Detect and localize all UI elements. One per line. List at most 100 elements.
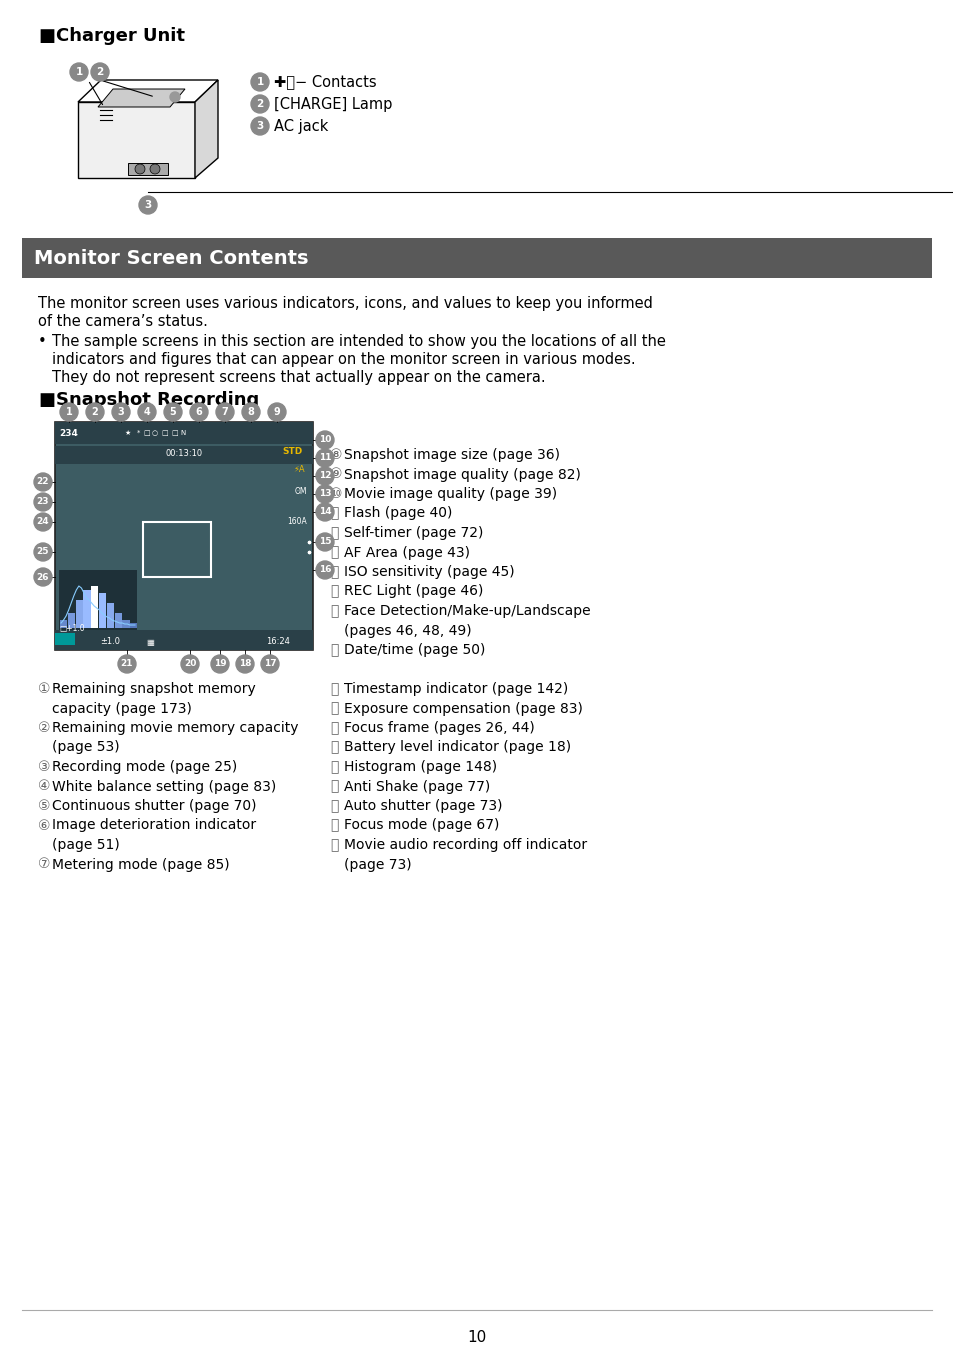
Text: REC Light (page 46): REC Light (page 46) bbox=[344, 585, 483, 598]
Text: 9: 9 bbox=[274, 407, 280, 417]
Text: ■: ■ bbox=[38, 391, 55, 408]
Text: 3: 3 bbox=[256, 121, 263, 132]
Text: 11: 11 bbox=[318, 453, 331, 463]
Circle shape bbox=[251, 117, 269, 134]
Text: ○: ○ bbox=[152, 430, 158, 436]
Text: 19: 19 bbox=[213, 660, 226, 669]
Circle shape bbox=[112, 403, 130, 421]
Text: ±1.0: ±1.0 bbox=[100, 638, 120, 646]
Text: 1: 1 bbox=[66, 407, 72, 417]
Circle shape bbox=[190, 403, 208, 421]
Text: 5: 5 bbox=[170, 407, 176, 417]
Text: □: □ bbox=[172, 430, 178, 436]
Text: (page 53): (page 53) bbox=[52, 741, 119, 754]
Text: Snapshot image size (page 36): Snapshot image size (page 36) bbox=[344, 448, 559, 461]
Text: ⑰: ⑰ bbox=[330, 643, 338, 657]
FancyBboxPatch shape bbox=[99, 593, 106, 628]
Circle shape bbox=[315, 467, 334, 484]
FancyBboxPatch shape bbox=[75, 600, 83, 628]
Text: 15: 15 bbox=[318, 537, 331, 547]
Text: 24: 24 bbox=[36, 517, 50, 527]
Text: 7: 7 bbox=[221, 407, 228, 417]
Text: Date/time (page 50): Date/time (page 50) bbox=[344, 643, 485, 657]
Circle shape bbox=[315, 484, 334, 503]
Text: 16:24: 16:24 bbox=[266, 638, 290, 646]
Text: 4: 4 bbox=[144, 407, 151, 417]
FancyBboxPatch shape bbox=[107, 603, 114, 628]
Text: ③: ③ bbox=[38, 760, 51, 773]
Polygon shape bbox=[78, 80, 218, 102]
Text: 23: 23 bbox=[37, 498, 50, 506]
Polygon shape bbox=[78, 102, 194, 178]
Text: ⑶: ⑶ bbox=[330, 779, 338, 794]
Text: ⑭: ⑭ bbox=[330, 565, 338, 579]
Text: ⑮: ⑮ bbox=[330, 585, 338, 598]
FancyBboxPatch shape bbox=[122, 620, 130, 628]
Circle shape bbox=[181, 655, 199, 673]
Text: Movie image quality (page 39): Movie image quality (page 39) bbox=[344, 487, 557, 501]
Text: ⑩: ⑩ bbox=[330, 487, 342, 501]
FancyBboxPatch shape bbox=[59, 570, 137, 632]
Circle shape bbox=[164, 403, 182, 421]
Text: ④: ④ bbox=[38, 779, 51, 794]
FancyBboxPatch shape bbox=[55, 422, 313, 650]
Text: AC jack: AC jack bbox=[274, 118, 328, 133]
Text: STD: STD bbox=[282, 448, 303, 456]
Circle shape bbox=[315, 560, 334, 579]
Text: Remaining movie memory capacity: Remaining movie memory capacity bbox=[52, 721, 298, 735]
Text: 18: 18 bbox=[238, 660, 251, 669]
Text: AF Area (page 43): AF Area (page 43) bbox=[344, 546, 470, 559]
Text: ⑴: ⑴ bbox=[330, 741, 338, 754]
Text: ⑫: ⑫ bbox=[330, 527, 338, 540]
Text: 6: 6 bbox=[195, 407, 202, 417]
Text: ʘM: ʘM bbox=[294, 487, 307, 497]
Text: Movie audio recording off indicator: Movie audio recording off indicator bbox=[344, 839, 586, 852]
Text: Snapshot image quality (page 82): Snapshot image quality (page 82) bbox=[344, 468, 580, 482]
Text: 160A: 160A bbox=[287, 517, 307, 527]
Circle shape bbox=[211, 655, 229, 673]
Text: ⑲: ⑲ bbox=[330, 702, 338, 715]
Text: ✚Ⓣ− Contacts: ✚Ⓣ− Contacts bbox=[274, 75, 376, 90]
Text: Snapshot Recording: Snapshot Recording bbox=[56, 391, 259, 408]
Text: ISO sensitivity (page 45): ISO sensitivity (page 45) bbox=[344, 565, 514, 579]
Text: 21: 21 bbox=[121, 660, 133, 669]
Circle shape bbox=[251, 95, 269, 113]
Text: 3: 3 bbox=[117, 407, 124, 417]
Circle shape bbox=[34, 569, 52, 586]
Text: 2: 2 bbox=[96, 66, 104, 77]
Text: ⑳: ⑳ bbox=[330, 721, 338, 735]
Text: 25: 25 bbox=[37, 547, 50, 556]
Text: [CHARGE] Lamp: [CHARGE] Lamp bbox=[274, 96, 392, 111]
Text: ⑸: ⑸ bbox=[330, 818, 338, 832]
Text: ⑤: ⑤ bbox=[38, 799, 51, 813]
FancyBboxPatch shape bbox=[55, 632, 75, 645]
Circle shape bbox=[91, 62, 109, 81]
Circle shape bbox=[34, 513, 52, 531]
Text: 17: 17 bbox=[263, 660, 276, 669]
FancyBboxPatch shape bbox=[22, 237, 931, 278]
Text: The monitor screen uses various indicators, icons, and values to keep you inform: The monitor screen uses various indicato… bbox=[38, 296, 652, 311]
Text: (pages 46, 48, 49): (pages 46, 48, 49) bbox=[344, 623, 471, 638]
Text: *: * bbox=[137, 430, 140, 436]
Circle shape bbox=[251, 73, 269, 91]
Text: 26: 26 bbox=[37, 573, 50, 582]
Text: 2: 2 bbox=[91, 407, 98, 417]
Text: ⑨: ⑨ bbox=[330, 468, 342, 482]
Circle shape bbox=[135, 164, 145, 174]
Circle shape bbox=[70, 62, 88, 81]
Text: ⑧: ⑧ bbox=[330, 448, 342, 461]
Circle shape bbox=[34, 543, 52, 560]
Circle shape bbox=[315, 503, 334, 521]
FancyBboxPatch shape bbox=[68, 613, 75, 628]
Circle shape bbox=[138, 403, 156, 421]
Text: 00:13:10: 00:13:10 bbox=[165, 449, 202, 459]
FancyBboxPatch shape bbox=[130, 623, 137, 628]
Text: Charger Unit: Charger Unit bbox=[56, 27, 185, 45]
FancyBboxPatch shape bbox=[83, 590, 91, 628]
FancyBboxPatch shape bbox=[55, 630, 313, 650]
Polygon shape bbox=[98, 90, 185, 107]
Circle shape bbox=[315, 449, 334, 467]
FancyBboxPatch shape bbox=[55, 422, 313, 444]
Text: Continuous shutter (page 70): Continuous shutter (page 70) bbox=[52, 799, 256, 813]
Text: 1: 1 bbox=[75, 66, 83, 77]
